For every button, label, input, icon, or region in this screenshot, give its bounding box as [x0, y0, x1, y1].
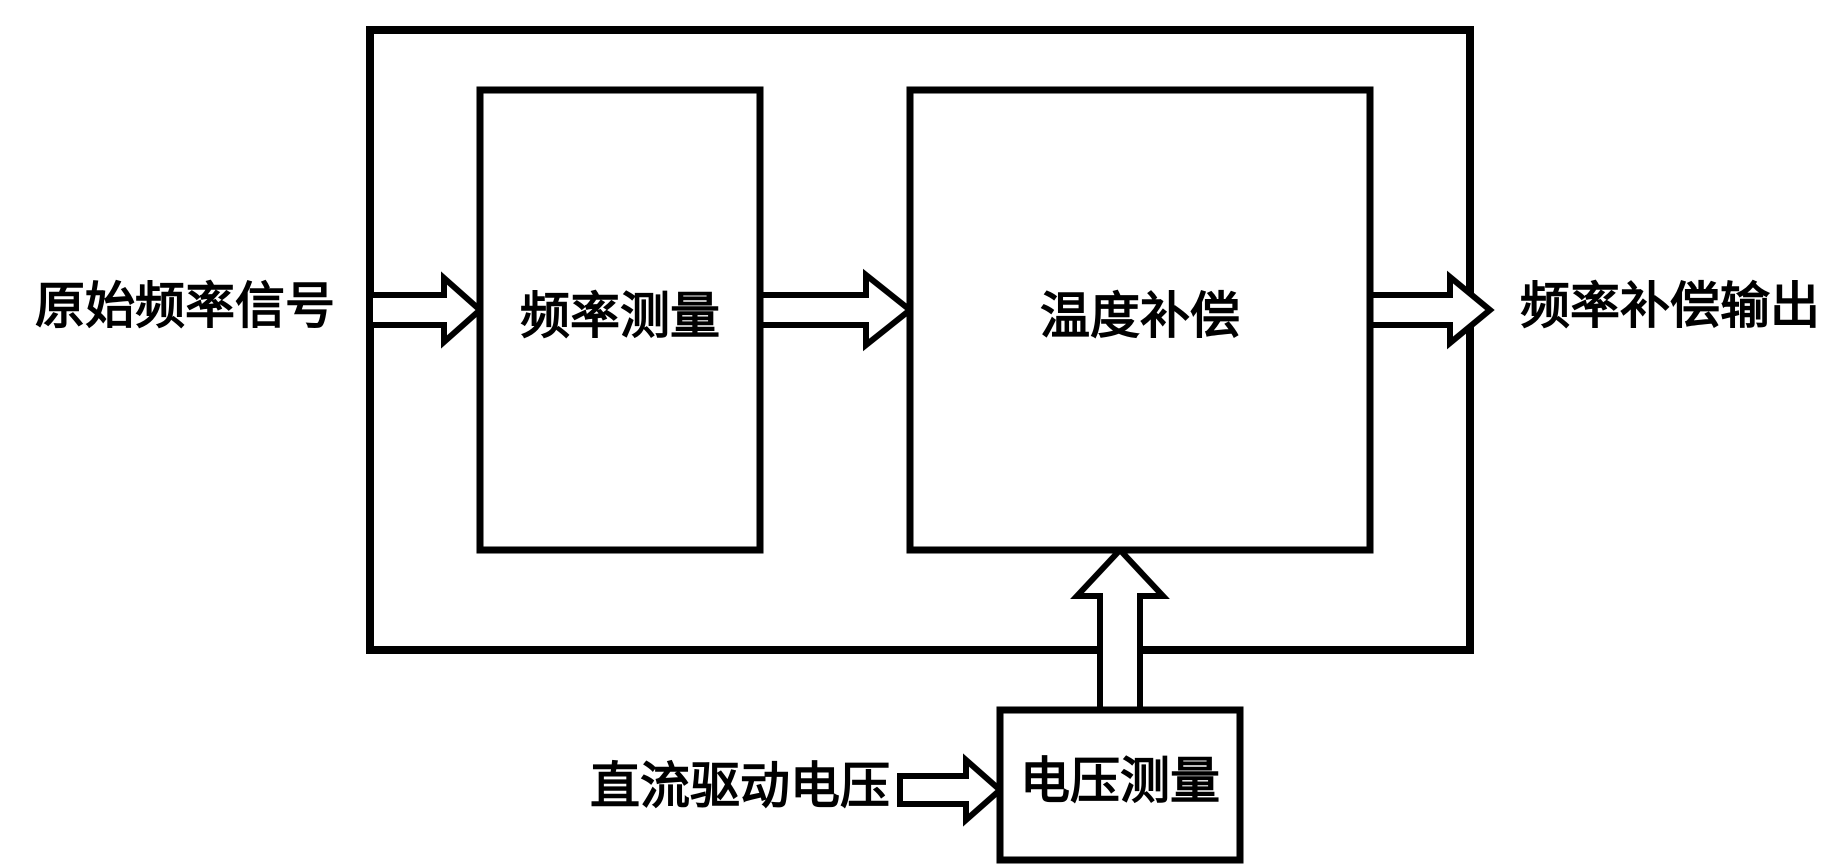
label-input: 原始频率信号 — [35, 278, 335, 334]
temp-comp-box-label: 温度补偿 — [1040, 288, 1240, 344]
label-dc-drive: 直流驱动电压 — [590, 758, 890, 814]
label-output: 频率补偿输出 — [1520, 278, 1820, 334]
volt-measure-box-label: 电压测量 — [1020, 753, 1220, 809]
freq-measure-box-label: 频率测量 — [520, 288, 720, 344]
